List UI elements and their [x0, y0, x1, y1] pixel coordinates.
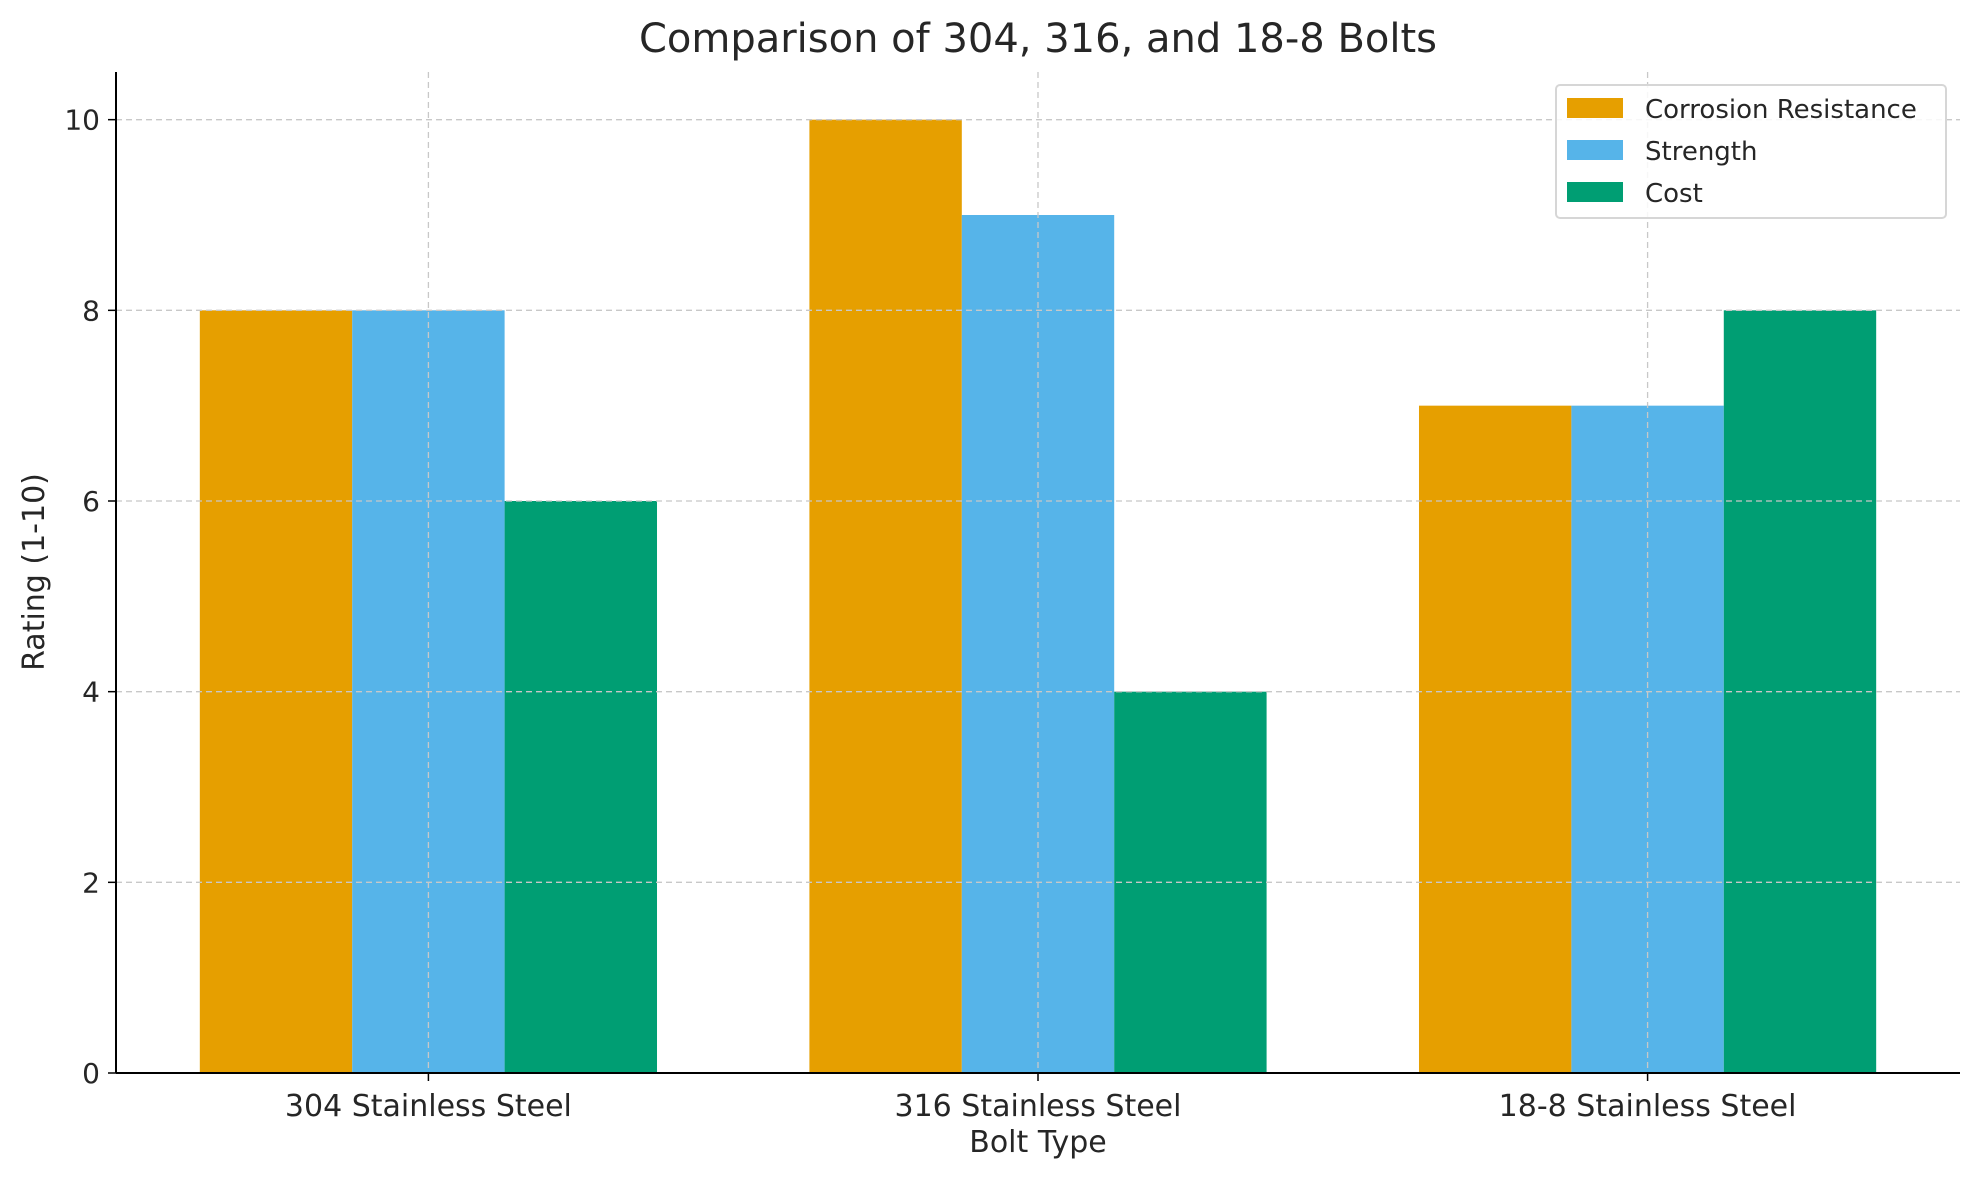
- legend: Corrosion Resistance Strength Cost: [1555, 84, 1947, 219]
- bar: [1418, 405, 1572, 1074]
- y-tick-label: 8: [82, 294, 100, 327]
- legend-box: [1555, 84, 1947, 219]
- y-tick-label: 6: [82, 485, 100, 518]
- y-axis-label: Rating (1-10): [17, 473, 52, 671]
- legend-swatch: [1567, 140, 1623, 160]
- bar: [504, 501, 658, 1073]
- y-tick-label: 2: [82, 866, 100, 899]
- legend-label: Cost: [1645, 179, 1703, 209]
- x-axis-label: Bolt Type: [969, 1125, 1106, 1160]
- bar: [809, 119, 962, 1073]
- legend-label: Strength: [1645, 137, 1757, 167]
- axes: 0 2 4 6 8 10 304 Stainless Steel 316 Stainless …: [64, 72, 1960, 1124]
- legend-swatch: [1567, 182, 1623, 202]
- y-tick-label: 4: [82, 676, 100, 709]
- x-tick-label: 304 Stainless Steel: [285, 1089, 572, 1124]
- y-tick-label: 10: [64, 104, 100, 137]
- chart-title: Comparison of 304, 316, and 18-8 Bolts: [639, 16, 1437, 62]
- legend-label: Corrosion Resistance: [1645, 95, 1917, 125]
- y-tick-label: 0: [82, 1057, 100, 1090]
- x-tick-label: 18-8 Stainless Steel: [1499, 1089, 1797, 1124]
- legend-swatch: [1567, 98, 1623, 118]
- x-tick-label: 316 Stainless Steel: [895, 1089, 1182, 1124]
